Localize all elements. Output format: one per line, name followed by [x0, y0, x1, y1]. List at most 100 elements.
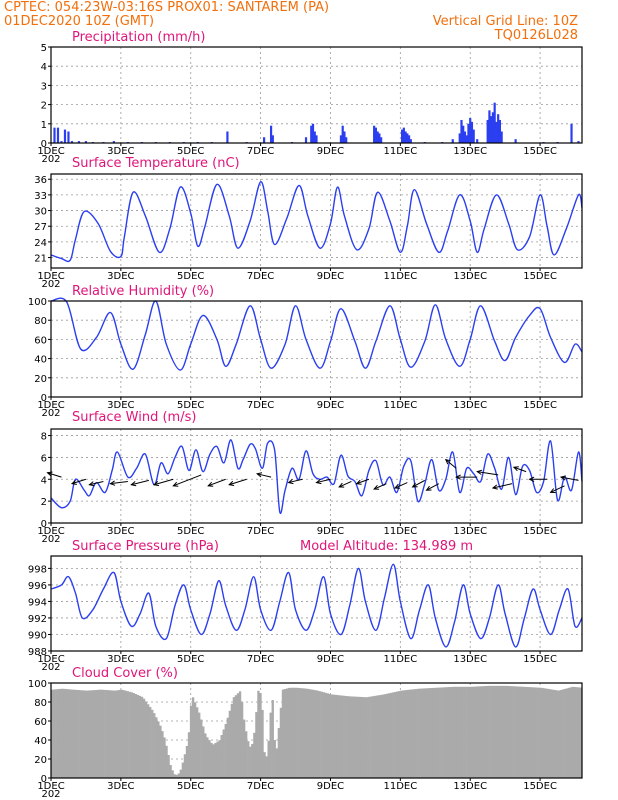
- cloud-bar: [571, 686, 575, 778]
- cloud-bar: [226, 717, 229, 778]
- cloud-bar: [345, 695, 348, 778]
- cloud-bar: [436, 687, 440, 778]
- wind-vector: [455, 474, 478, 480]
- precip-bar: [458, 133, 461, 143]
- wind-title: Surface Wind (m/s): [72, 410, 196, 425]
- cloud-bar: [334, 694, 338, 778]
- humidity-year-fragment: 202: [41, 408, 60, 419]
- cloud-bar: [577, 687, 581, 778]
- pressure-xtick-label: 9DEC: [317, 654, 344, 665]
- cloud-bar: [153, 713, 156, 778]
- precip-bar: [486, 119, 489, 143]
- cloud-ytick-label: 60: [34, 717, 47, 728]
- cloud-bar: [128, 691, 131, 778]
- cloud-bar: [561, 689, 564, 778]
- humidity-ytick-label: 80: [34, 316, 47, 327]
- cloud-bar: [189, 705, 193, 778]
- wind-frame: [50, 428, 583, 524]
- precip-bar: [577, 141, 580, 143]
- precip-bar: [472, 129, 475, 143]
- cloud-bar: [351, 696, 354, 778]
- cloud-bar: [359, 696, 362, 778]
- cloud-bar: [363, 697, 366, 778]
- wind-vector: [512, 466, 527, 473]
- cloud-bar: [314, 690, 317, 778]
- cloud-bar: [177, 773, 180, 778]
- humidity-ytick-label: 20: [34, 374, 47, 385]
- cloud-bar: [492, 685, 495, 778]
- cloud-bar: [65, 689, 68, 778]
- cloud-bar: [312, 689, 315, 778]
- cloud-bar: [171, 770, 174, 778]
- wind-vector: [373, 483, 387, 490]
- precip-bar: [460, 119, 463, 143]
- cloud-bar: [302, 688, 305, 778]
- cloud-bar: [112, 690, 115, 778]
- cloud-ytick-label: 0: [41, 774, 47, 785]
- cloud-bar: [93, 690, 97, 778]
- cloud-bar: [161, 731, 164, 778]
- cloud-bar: [498, 685, 501, 778]
- cloud-bar: [122, 690, 125, 778]
- cloud-bar: [343, 695, 346, 778]
- cloud-bar: [473, 686, 477, 778]
- cloud-bar: [514, 686, 517, 778]
- cloud-bar: [120, 689, 123, 778]
- wind-ytick-label: 0: [41, 519, 47, 530]
- cloud-bar: [375, 695, 379, 778]
- cloud-bar: [116, 690, 119, 778]
- cloud-bar: [104, 689, 107, 778]
- cloud-ytick-label: 20: [34, 755, 47, 766]
- cloud-bar: [53, 689, 56, 778]
- temperature-line: [50, 181, 583, 263]
- precip-ytick-label: 3: [41, 81, 47, 92]
- header-vgrid: Vertical Grid Line: 10Z: [433, 14, 578, 29]
- precip-xtick-label: 3DEC: [107, 146, 134, 157]
- cloud-bar: [138, 695, 142, 778]
- cloud-bar: [308, 689, 311, 778]
- cloud-bar: [506, 685, 509, 778]
- wind-xtick-label: 13DEC: [453, 526, 487, 537]
- cloud-bar: [324, 692, 328, 778]
- cloud-bar: [479, 686, 483, 778]
- temperature-ytick-label: 33: [34, 191, 47, 202]
- cloud-bar: [73, 689, 76, 778]
- precip-ytick-label: 0: [41, 139, 47, 150]
- precip-xtick-label: 13DEC: [453, 146, 487, 157]
- precip-bar: [67, 131, 70, 143]
- cloud-bar: [414, 689, 417, 778]
- cloud-bar: [136, 694, 140, 778]
- precip-bar: [77, 141, 81, 143]
- wind-vector: [88, 480, 104, 487]
- temperature-xtick-label: 3DEC: [107, 271, 134, 282]
- humidity-line: [50, 297, 583, 371]
- wind-panel: 0 2 4 6 8 1DEC 3DEC 5DEC 7DEC 9DEC 11DEC 13DEC 15DEC…: [37, 428, 583, 545]
- cloud-bar: [400, 690, 403, 778]
- cloud-bar: [114, 690, 117, 778]
- cloud-bar: [508, 686, 511, 778]
- cloud-bar: [249, 746, 252, 778]
- cloud-bar: [520, 686, 524, 778]
- precip-bar: [490, 116, 493, 143]
- temperature-xtick-label: 9DEC: [317, 271, 344, 282]
- cloud-bar: [486, 685, 489, 778]
- cloud-bar: [55, 689, 58, 778]
- cloud-xtick-label: 13DEC: [453, 781, 487, 792]
- cloud-bar: [132, 693, 136, 778]
- wind-xtick-label: 3DEC: [107, 526, 134, 537]
- precip-bar: [56, 127, 60, 143]
- precip-bar: [495, 121, 498, 143]
- cloud-bar: [298, 687, 301, 778]
- wind-vector: [130, 479, 149, 487]
- cloud-bar: [361, 697, 364, 778]
- cloud-bar: [106, 690, 109, 778]
- cloud-bar: [95, 689, 99, 778]
- precip-ytick-label: 2: [41, 101, 47, 112]
- precip-bar: [112, 141, 115, 143]
- cloud-bar: [130, 692, 133, 778]
- precip-bar: [304, 137, 308, 143]
- cloud-bar: [541, 687, 544, 778]
- cloud-bar: [316, 690, 319, 778]
- humidity-ytick-label: 60: [34, 335, 47, 346]
- header-line1: CPTEC: 054:23W-03:16S PROX01: SANTAREM (…: [4, 0, 329, 15]
